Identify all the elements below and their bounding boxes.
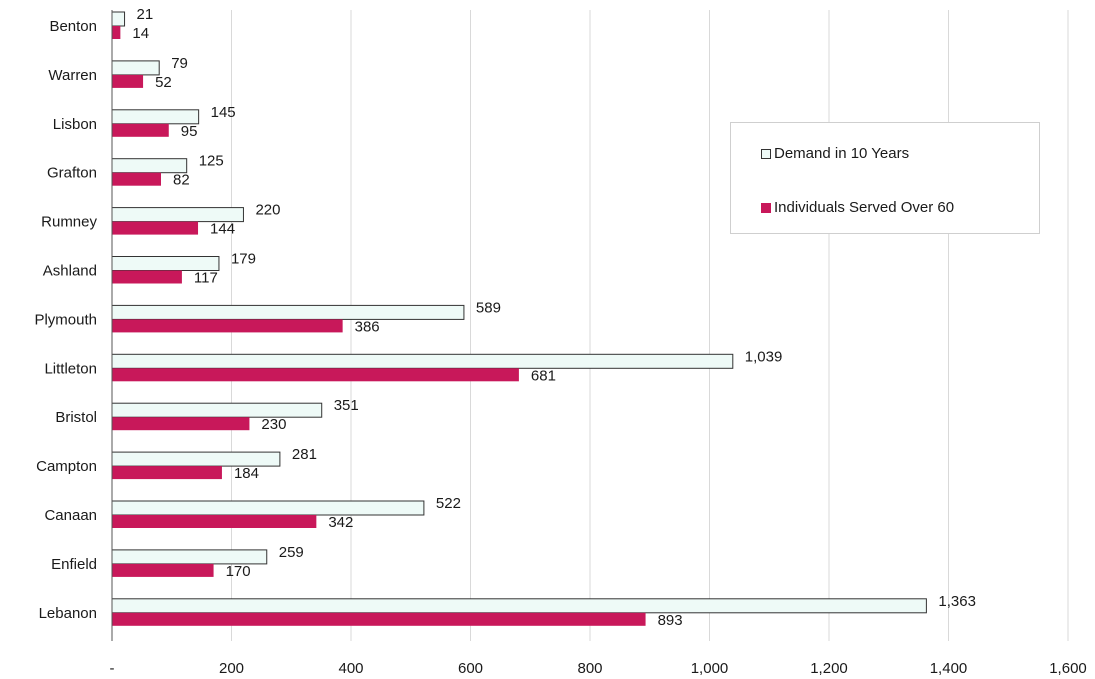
- category-label-lebanon: Lebanon: [39, 605, 97, 622]
- bar-demand-bristol: [111, 402, 323, 418]
- x-tick-label: 1,000: [691, 660, 729, 677]
- x-tick-label: 1,200: [810, 660, 848, 677]
- data-label-demand: 79: [171, 55, 188, 72]
- chart-legend: Demand in 10 Years Individuals Served Ov…: [730, 122, 1040, 234]
- bar-demand-enfield: [111, 549, 268, 565]
- bar-served-lisbon: [112, 123, 169, 137]
- legend-swatch-demand: [761, 148, 771, 159]
- data-label-demand: 179: [231, 251, 256, 268]
- legend-item-demand: Demand in 10 Years: [761, 145, 909, 162]
- bar-demand-ashland: [111, 256, 220, 271]
- x-tick-label: 1,400: [930, 660, 968, 677]
- category-label-lisbon: Lisbon: [53, 116, 97, 133]
- data-label-served: 95: [181, 123, 198, 140]
- category-label-warren: Warren: [48, 67, 97, 84]
- data-label-served: 144: [210, 221, 235, 238]
- category-label-bristol: Bristol: [55, 409, 97, 426]
- category-label-enfield: Enfield: [51, 556, 97, 573]
- legend-label-served: Individuals Served Over 60: [774, 199, 955, 216]
- x-tick-label: -: [110, 660, 115, 677]
- bar-demand-lebanon: [111, 598, 927, 614]
- data-label-demand: 21: [137, 6, 154, 23]
- category-label-benton: Benton: [49, 18, 97, 35]
- data-label-demand: 1,363: [938, 593, 976, 610]
- data-label-demand: 145: [211, 104, 236, 121]
- bar-demand-rumney: [111, 207, 244, 223]
- data-label-demand: 1,039: [745, 348, 783, 365]
- category-label-ashland: Ashland: [43, 263, 97, 280]
- data-label-served: 681: [531, 367, 556, 384]
- bar-demand-grafton: [111, 158, 188, 174]
- category-label-rumney: Rumney: [41, 214, 97, 231]
- data-label-served: 893: [658, 612, 683, 629]
- bar-served-enfield: [112, 563, 214, 577]
- category-label-grafton: Grafton: [47, 165, 97, 182]
- data-label-demand: 589: [476, 299, 501, 316]
- bar-demand-lisbon: [111, 109, 200, 125]
- legend-label-demand: Demand in 10 Years: [774, 145, 910, 162]
- bar-served-lebanon: [112, 612, 646, 626]
- data-label-demand: 522: [436, 495, 461, 512]
- data-label-served: 14: [132, 25, 149, 42]
- bar-demand-canaan: [111, 500, 425, 516]
- data-label-served: 230: [261, 416, 286, 433]
- category-label-littleton: Littleton: [44, 360, 97, 377]
- x-tick-label: 400: [338, 660, 363, 677]
- x-tick-label: 1,600: [1049, 660, 1087, 677]
- bar-served-littleton: [112, 368, 519, 382]
- data-label-served: 184: [234, 465, 259, 482]
- bar-demand-benton: [111, 11, 126, 27]
- data-label-served: 170: [226, 563, 251, 580]
- legend-item-served: Individuals Served Over 60: [761, 199, 954, 216]
- bar-demand-warren: [111, 60, 160, 76]
- x-tick-label: 800: [577, 660, 602, 677]
- bar-served-benton: [112, 26, 121, 39]
- bar-served-rumney: [112, 221, 199, 235]
- data-label-demand: 125: [199, 153, 224, 170]
- data-label-demand: 259: [279, 544, 304, 561]
- bar-served-campton: [112, 466, 222, 480]
- data-label-served: 117: [194, 270, 218, 287]
- x-tick-label: 600: [458, 660, 483, 677]
- data-label-served: 82: [173, 172, 190, 189]
- bar-served-grafton: [112, 172, 161, 186]
- data-label-demand: 220: [255, 202, 280, 219]
- category-label-campton: Campton: [36, 458, 97, 475]
- bar-served-ashland: [112, 270, 182, 284]
- bar-served-plymouth: [112, 319, 343, 333]
- x-tick-label: 200: [219, 660, 244, 677]
- bar-demand-campton: [111, 451, 281, 467]
- legend-swatch-served: [761, 202, 771, 213]
- category-label-canaan: Canaan: [44, 507, 97, 524]
- data-label-demand: 281: [292, 446, 317, 463]
- bar-demand-littleton: [111, 353, 734, 369]
- bar-served-canaan: [112, 515, 317, 528]
- category-label-plymouth: Plymouth: [34, 311, 97, 328]
- bar-served-bristol: [112, 417, 250, 431]
- bar-served-warren: [112, 74, 144, 88]
- data-label-served: 52: [155, 74, 172, 91]
- data-label-served: 342: [328, 514, 353, 531]
- bar-demand-plymouth: [111, 304, 465, 320]
- data-label-demand: 351: [334, 397, 359, 414]
- data-label-served: 386: [355, 318, 380, 335]
